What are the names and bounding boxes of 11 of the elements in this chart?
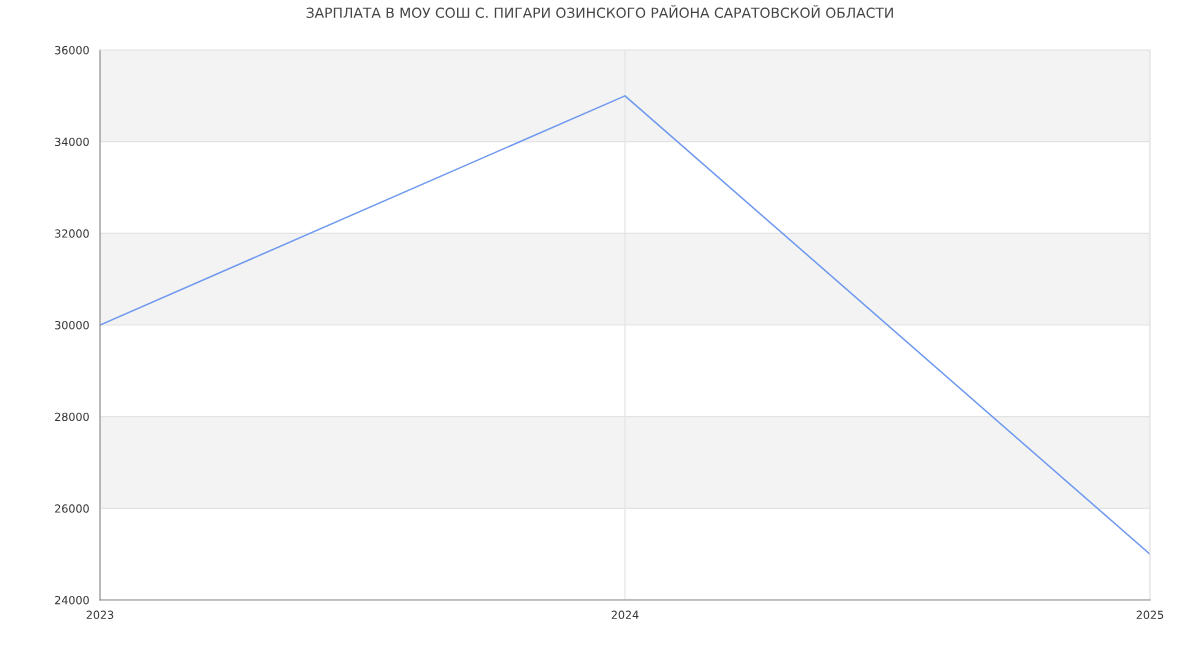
y-tick-label: 24000 [55, 595, 89, 605]
y-tick-label: 26000 [55, 504, 89, 513]
y-tick-label: 28000 [55, 412, 89, 422]
y-tick-label: 32000 [55, 229, 89, 238]
chart-title: ЗАРПЛАТА В МОУ СОШ С. ПИГАРИ ОЗИНСКОГО РАЙОНА САРАТОВСКОЙ ОБЛАСТИ [306, 4, 893, 19]
x-tick-label: 2025 [1136, 610, 1164, 620]
x-tick-label: 2024 [611, 610, 639, 620]
y-tick-label: 30000 [55, 320, 89, 330]
y-tick-label: 36000 [55, 45, 89, 55]
x-tick-label: 2023 [86, 610, 114, 620]
y-tick-label: 34000 [55, 137, 89, 147]
